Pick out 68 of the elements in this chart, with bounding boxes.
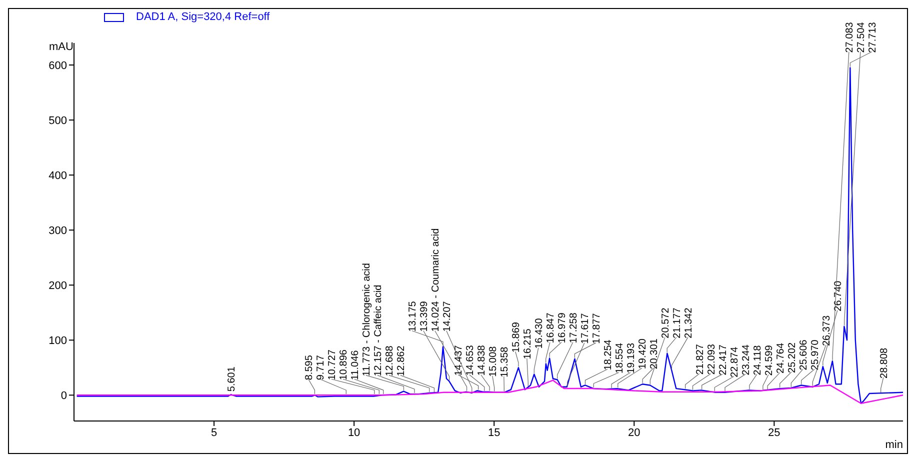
annotation: 22.093 — [706, 344, 718, 375]
legend-label: DAD1 A, Sig=320,4 Ref=off — [136, 11, 270, 23]
x-tick-label: 15 — [488, 426, 500, 439]
annotation: 20.572 — [660, 307, 672, 338]
annotation: 11.773 - Chlorogenic acid — [361, 263, 372, 376]
annotation: 22.874 — [729, 346, 740, 378]
annotation: 27.083 — [844, 22, 856, 53]
annotation: 26.740 — [832, 280, 844, 312]
annotation: 20.301 — [648, 338, 660, 370]
annotation: 27.713 — [867, 22, 878, 53]
y-tick-label: 0 — [60, 390, 67, 402]
annotation: 16.979 — [556, 312, 568, 344]
annotation: 16.430 — [534, 318, 545, 349]
x-tick-label: 25 — [768, 426, 780, 439]
annotation: 9.717 — [315, 354, 326, 380]
y-tick-label: 100 — [48, 335, 67, 348]
annotation: 27.504 — [856, 22, 867, 53]
y-axis-title: mAU — [49, 41, 74, 53]
x-tick-label: 10 — [348, 426, 360, 439]
annotation: 19.420 — [637, 338, 648, 370]
annotation: 19.193 — [626, 342, 637, 374]
annotation: 12.688 — [384, 345, 396, 376]
annotation: 15.008 — [488, 346, 499, 377]
annotation: 13.175 — [407, 300, 418, 332]
annotation: 24.764 — [775, 342, 786, 374]
annotation: 22.417 — [718, 344, 729, 376]
annotation: 21.342 — [683, 307, 694, 338]
annotation: 24.118 — [752, 344, 764, 376]
annotation: 12.157 - Caffeic acid — [372, 284, 384, 376]
y-tick-label: 300 — [48, 224, 67, 237]
annotation: 14.653 — [464, 344, 476, 376]
annotation: 5.601 — [226, 366, 238, 392]
annotation: 16.847 — [545, 312, 556, 344]
annotation: 17.258 — [568, 312, 580, 344]
annotation: 11.046 — [350, 350, 361, 380]
y-tick-label: 400 — [48, 170, 67, 182]
annotation: 17.877 — [591, 312, 602, 344]
y-tick-label: 500 — [48, 114, 67, 127]
annotation: 16.215 — [522, 328, 534, 360]
annotation: 12.862 — [396, 345, 407, 376]
annotation: 21.177 — [672, 307, 683, 338]
annotation: 15.358 — [499, 346, 510, 378]
annotation: 14.838 — [476, 344, 488, 376]
annotation: 14.207 — [442, 300, 453, 332]
annotation: 25.606 — [798, 339, 810, 370]
annotation: 14.437 — [453, 344, 464, 376]
annotation: 17.617 — [580, 312, 591, 344]
annotation: 25.202 — [786, 342, 798, 373]
annotation: 26.373 — [821, 315, 832, 346]
annotation: 24.599 — [764, 344, 775, 376]
y-tick-label: 600 — [48, 60, 67, 72]
annotation: 8.595 — [304, 354, 315, 380]
annotation: 28.808 — [878, 347, 890, 378]
annotation: 13.399 — [418, 300, 430, 332]
annotation: 10.896 — [338, 349, 350, 380]
annotation: 18.254 — [602, 339, 614, 370]
line-series — [76, 67, 903, 404]
y-tick-label: 200 — [48, 280, 67, 292]
annotation: 15.869 — [510, 322, 522, 353]
x-axis-title: min — [885, 439, 903, 451]
annotation: 14.024 - Coumaric acid — [430, 228, 442, 332]
x-tick-label: 20 — [628, 426, 640, 439]
annotation: 18.554 — [614, 342, 626, 374]
annotation: 10.727 — [326, 349, 338, 380]
x-tick-label: 5 — [210, 426, 218, 439]
annotation: 23.244 — [740, 344, 752, 376]
annotation: 21.827 — [694, 344, 706, 375]
annotation: 25.970 — [810, 339, 821, 370]
